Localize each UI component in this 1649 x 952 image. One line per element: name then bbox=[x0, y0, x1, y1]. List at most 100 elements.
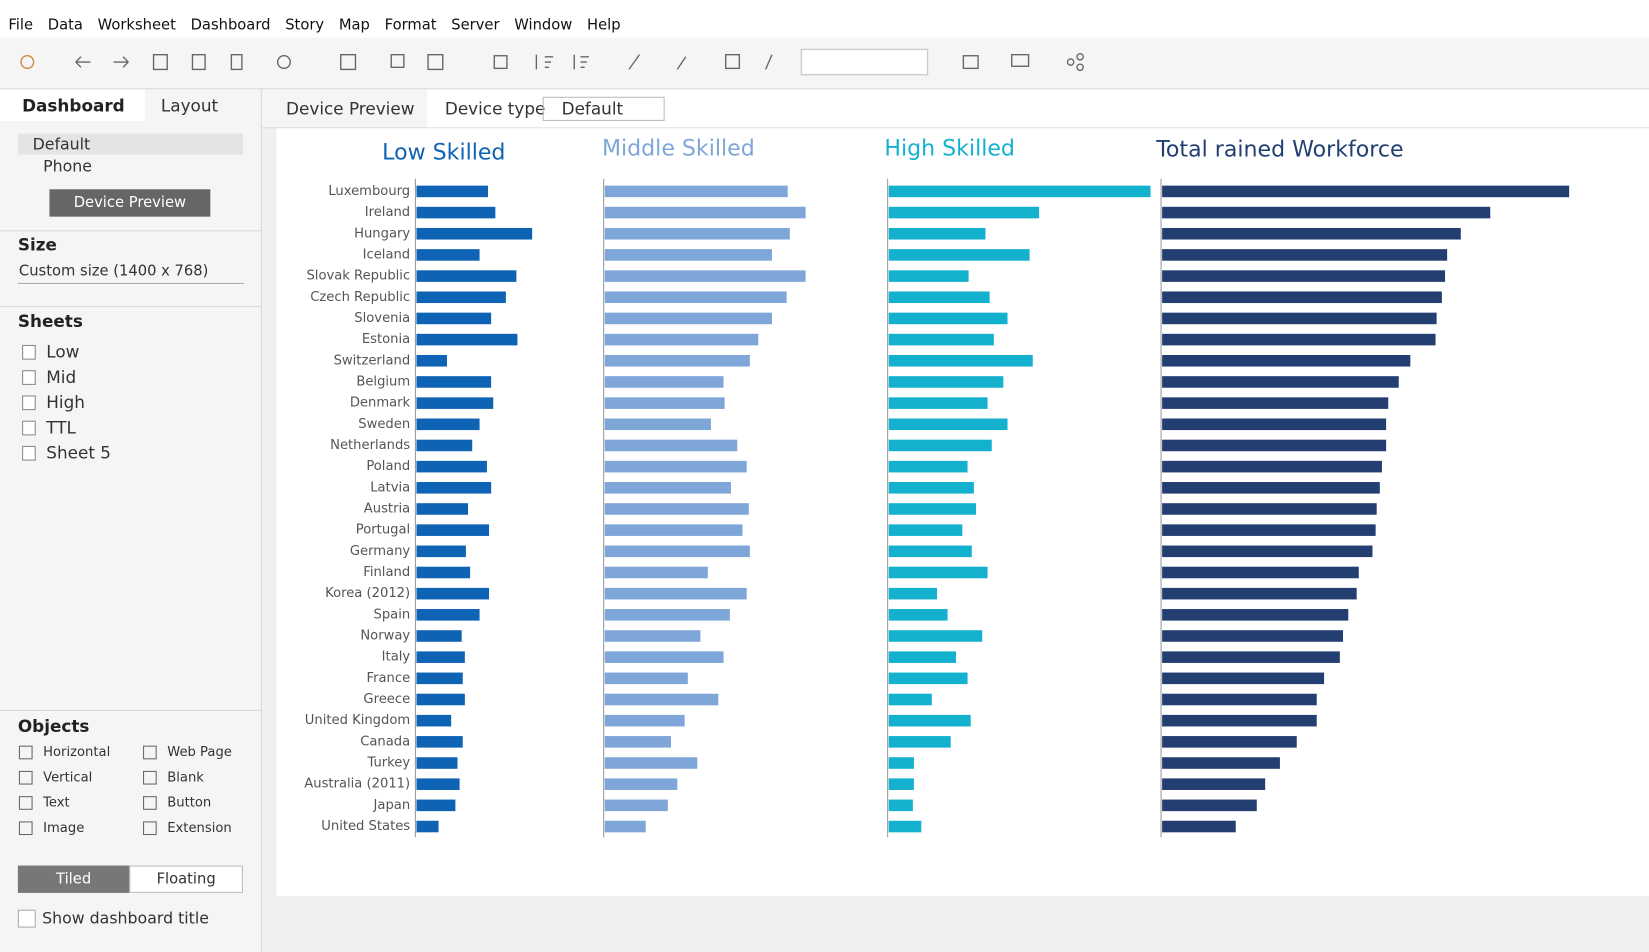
object-item[interactable]: Vertical bbox=[43, 768, 93, 785]
object-icon bbox=[143, 770, 157, 785]
menu-item[interactable]: Story bbox=[285, 16, 325, 34]
bar bbox=[416, 799, 456, 812]
menu-item[interactable]: Map bbox=[338, 16, 370, 34]
bar bbox=[604, 249, 772, 261]
device-option[interactable]: Default bbox=[32, 134, 91, 154]
object-item[interactable]: Extension bbox=[167, 819, 232, 836]
device-option[interactable]: Phone bbox=[43, 156, 92, 176]
menu-item[interactable]: Window bbox=[514, 16, 573, 34]
category-label: Portugal bbox=[356, 523, 410, 538]
checkbox-label[interactable]: Show dashboard title bbox=[42, 908, 209, 928]
bar bbox=[888, 206, 1040, 219]
size-dropdown[interactable]: Custom size (1400 x 768) bbox=[18, 262, 209, 280]
tab-active bbox=[0, 89, 146, 121]
menu-item[interactable]: Server bbox=[451, 16, 500, 34]
bar bbox=[888, 778, 914, 790]
object-item[interactable]: Image bbox=[43, 819, 85, 836]
sheet-item[interactable]: Low bbox=[46, 341, 80, 362]
bar bbox=[604, 609, 730, 621]
object-item[interactable]: Horizontal bbox=[43, 743, 111, 760]
tab[interactable]: Layout bbox=[160, 95, 219, 116]
object-icon bbox=[18, 745, 33, 760]
bar bbox=[604, 820, 646, 833]
category-label: Iceland bbox=[363, 247, 411, 262]
bar bbox=[888, 439, 992, 452]
sheet-item[interactable]: High bbox=[46, 392, 85, 413]
object-icon bbox=[18, 821, 33, 836]
menu-item[interactable]: Worksheet bbox=[97, 16, 176, 34]
bar bbox=[604, 397, 725, 409]
chart-title: High Skilled bbox=[884, 136, 1015, 161]
bar bbox=[888, 693, 932, 706]
tab[interactable]: Dashboard bbox=[22, 95, 125, 116]
bar bbox=[1162, 778, 1266, 790]
bar bbox=[416, 524, 490, 536]
bar bbox=[888, 291, 990, 304]
bar bbox=[1162, 418, 1387, 431]
bar bbox=[604, 291, 787, 304]
bar bbox=[416, 227, 533, 240]
bar bbox=[888, 587, 938, 600]
category-label: Slovak Republic bbox=[306, 269, 410, 284]
menu-item[interactable]: Help bbox=[587, 16, 621, 34]
device-type-value[interactable]: Default bbox=[561, 98, 624, 119]
menu-item[interactable]: File bbox=[8, 16, 34, 34]
sheet-item[interactable]: TTL bbox=[46, 417, 76, 438]
bar bbox=[416, 354, 447, 367]
bar bbox=[888, 354, 1033, 367]
bar bbox=[604, 693, 719, 706]
menu-item[interactable]: Data bbox=[47, 16, 83, 34]
bar bbox=[888, 249, 1030, 261]
bar bbox=[1162, 206, 1491, 219]
floating-button[interactable]: Floating bbox=[129, 865, 243, 893]
object-item[interactable]: Web Page bbox=[167, 743, 232, 760]
bar bbox=[888, 651, 956, 663]
bar bbox=[1162, 333, 1436, 346]
object-item[interactable]: Blank bbox=[167, 768, 204, 785]
sheet-icon bbox=[22, 420, 36, 436]
object-item[interactable]: Text bbox=[43, 794, 70, 810]
bar bbox=[604, 418, 711, 431]
bar bbox=[1162, 270, 1446, 282]
menu-item[interactable]: Format bbox=[384, 16, 437, 34]
sheet-item[interactable]: Sheet 5 bbox=[46, 442, 111, 463]
toolbar bbox=[0, 37, 1649, 90]
bar bbox=[888, 672, 968, 685]
bar bbox=[416, 820, 439, 833]
section-title: Sheets bbox=[17, 311, 83, 332]
bar bbox=[604, 545, 750, 558]
toolbar-icons bbox=[20, 48, 1084, 76]
sheet-icon bbox=[22, 445, 36, 461]
category-label: Austria bbox=[364, 501, 410, 516]
bar bbox=[1162, 545, 1373, 558]
bar bbox=[1162, 227, 1461, 240]
dashboard: Low Skilled Luxembourg Ireland Hungary Icela… bbox=[276, 128, 1649, 897]
bar bbox=[1162, 312, 1437, 325]
object-icon bbox=[143, 796, 157, 810]
device-type-select[interactable] bbox=[542, 96, 665, 121]
sheet-item[interactable]: Mid bbox=[46, 367, 77, 388]
bar bbox=[604, 333, 759, 346]
bar bbox=[1162, 185, 1570, 198]
bar bbox=[416, 757, 458, 769]
bar bbox=[1162, 651, 1340, 663]
bar bbox=[416, 587, 490, 600]
side-panel: Dashboard Layout Default Phone Device Pr… bbox=[0, 89, 262, 952]
bar bbox=[604, 566, 708, 579]
bar bbox=[1162, 439, 1387, 452]
category-label: Spain bbox=[373, 607, 410, 622]
bar bbox=[416, 651, 465, 663]
tiled-button[interactable]: Tiled bbox=[17, 865, 130, 893]
bar bbox=[888, 503, 976, 515]
menu-item[interactable]: Dashboard bbox=[190, 16, 271, 34]
section-title: Objects bbox=[17, 716, 90, 737]
menu-items: File Data Worksheet Dashboard Story Map Format… bbox=[8, 17, 635, 34]
object-item[interactable]: Button bbox=[167, 794, 212, 810]
bar bbox=[604, 672, 688, 685]
checkbox[interactable] bbox=[17, 909, 36, 928]
bar bbox=[888, 799, 913, 812]
bar bbox=[416, 736, 463, 748]
bar bbox=[1162, 672, 1325, 685]
device-preview-button[interactable]: Device Preview bbox=[49, 189, 211, 217]
